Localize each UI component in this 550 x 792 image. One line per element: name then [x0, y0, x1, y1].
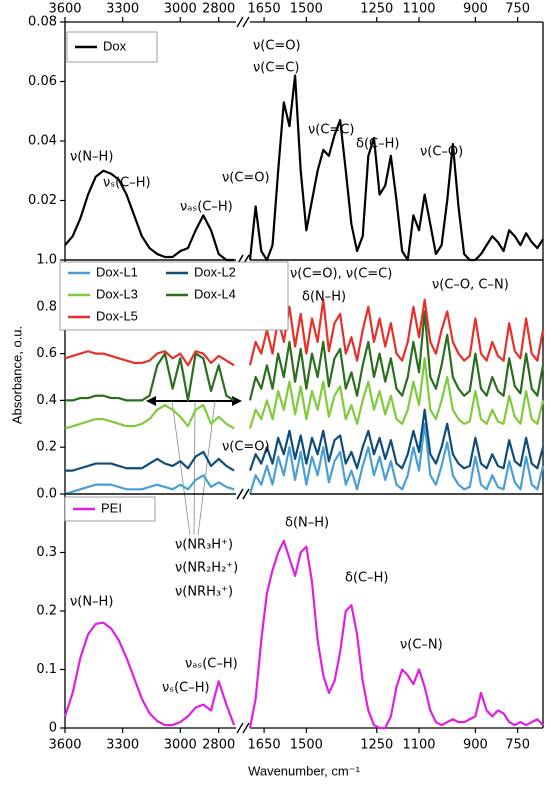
- annotation: ν(C=C): [253, 61, 299, 76]
- series-line: [65, 408, 545, 472]
- x-tick-label: 2800: [202, 2, 235, 17]
- x-tick-label: 1500: [290, 2, 323, 17]
- x-tick-label: 3600: [48, 2, 81, 17]
- axis-break: [236, 16, 244, 28]
- annotation: ν(C=O): [222, 171, 270, 186]
- x-tick-label: 750: [505, 2, 530, 17]
- y-tick-label: 0.08: [28, 15, 57, 30]
- x-tick-label: 3600: [48, 738, 81, 753]
- annotation: δ(N–H): [302, 290, 346, 305]
- axis-break: [236, 488, 244, 500]
- annotation: νₐₛ(C–H): [180, 200, 233, 215]
- x-tick-label: 1250: [360, 738, 393, 753]
- y-tick-label: 0.06: [28, 74, 57, 89]
- annotation: δ(C–H): [345, 571, 388, 586]
- annotation: ν(C=O): [222, 440, 270, 455]
- y-axis-label: Absorbance, o.u.: [9, 326, 24, 424]
- x-tick-label: 3000: [164, 738, 197, 753]
- axis-break: [242, 488, 250, 500]
- annotation: ν(NRH₃⁺): [175, 585, 233, 600]
- y-tick-label: 0.1: [36, 662, 57, 677]
- x-tick-label: 1100: [402, 738, 435, 753]
- series-line: [63, 539, 544, 730]
- y-tick-label: 0: [49, 721, 57, 736]
- x-tick-label: 1650: [248, 2, 281, 17]
- annotation: νₛ(C–H): [162, 681, 210, 696]
- annotation: ν(C–O): [420, 145, 463, 160]
- annotation: δ(C–H): [356, 137, 399, 152]
- annotation: δ(N–H): [285, 516, 329, 531]
- y-tick-label: 0.02: [28, 193, 57, 208]
- y-tick-label: 1.0: [36, 253, 57, 268]
- y-tick-label: 0.2: [36, 604, 57, 619]
- x-tick-label: 900: [463, 2, 488, 17]
- annotation: νₛ(C–H): [103, 176, 151, 191]
- x-tick-label: 2800: [202, 738, 235, 753]
- x-tick-label: 3000: [164, 2, 197, 17]
- annotation: ν(N–H): [70, 150, 113, 165]
- series-line: [65, 310, 545, 402]
- legend-label: Dox-L3: [96, 286, 138, 301]
- annotation: ν(C–O, C–N): [432, 278, 509, 293]
- annotation: ν(NR₃H⁺): [175, 538, 233, 553]
- x-tick-label: 900: [463, 738, 488, 753]
- legend-label: Dox: [103, 38, 127, 53]
- series-line: [64, 298, 545, 367]
- legend-label: Dox-L4: [194, 286, 236, 301]
- x-tick-label: 3300: [106, 2, 139, 17]
- y-tick-label: 0.4: [36, 393, 57, 408]
- y-tick-label: 0.6: [36, 346, 57, 361]
- annotation: ν(C–N): [400, 638, 443, 653]
- x-tick-label: 1100: [402, 2, 435, 17]
- legend-label: Dox-L5: [96, 308, 138, 323]
- series-line: [64, 74, 544, 262]
- x-tick-label: 3300: [106, 738, 139, 753]
- annotation: ν(N–H): [70, 595, 113, 610]
- panel: 0.0 0.2 0.4 0.6 0.8 1.0 Dox-L1 Dox-L2 Dox-L3 Dox-…: [9, 253, 545, 600]
- annotation: ν(C=C): [308, 123, 354, 138]
- x-axis-label: Wavenumber, cm⁻¹: [248, 763, 361, 778]
- legend-label: PEI: [101, 500, 122, 515]
- axis-break: [242, 722, 250, 734]
- annotation: ν(NR₂H₂⁺): [175, 561, 238, 576]
- y-tick-label: 0.3: [36, 545, 57, 560]
- annotation: ν(C=O): [253, 39, 301, 54]
- y-tick-label: 0.8: [36, 299, 57, 314]
- x-tick-label: 1650: [248, 738, 281, 753]
- series-line: [64, 422, 545, 496]
- annotation: νₐₛ(C–H): [185, 657, 238, 672]
- legend-label: Dox-L2: [194, 264, 236, 279]
- y-tick-label: 0.04: [28, 134, 57, 149]
- x-tick-label: 750: [505, 738, 530, 753]
- panel: 0 0.1 0.2 0.3 3600 3300 3000 2800 1650 1500 1250 11…: [36, 488, 544, 778]
- series-line: [64, 357, 545, 430]
- axis-break: [242, 16, 250, 28]
- y-tick-label: 0.0: [36, 487, 57, 502]
- annotation: ν(C=O), ν(C=C): [290, 267, 392, 282]
- axis-break: [236, 722, 244, 734]
- legend-label: Dox-L1: [96, 264, 138, 279]
- x-tick-label: 1250: [360, 2, 393, 17]
- x-tick-label: 1500: [290, 738, 323, 753]
- y-tick-label: 0.2: [36, 440, 57, 455]
